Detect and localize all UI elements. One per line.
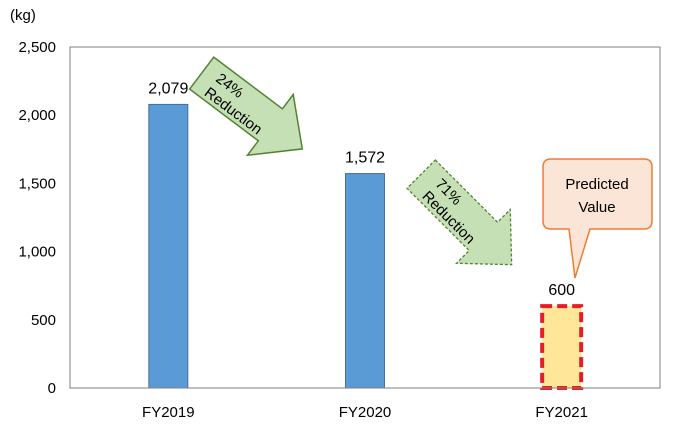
- y-tick-label: 1,500: [18, 175, 56, 192]
- predicted-value-callout: Predicted Value: [542, 158, 653, 279]
- predicted-value-callout-line1: Predicted: [565, 176, 628, 193]
- bar: [148, 103, 189, 389]
- predicted-value-callout-shape: [542, 158, 653, 279]
- y-tick-label: 500: [31, 312, 56, 329]
- unit-label: (kg): [10, 7, 36, 24]
- bars: [148, 103, 584, 390]
- reduction-arrow-1-shape: [188, 56, 304, 157]
- bar: [345, 173, 385, 389]
- data-label: 600: [548, 282, 575, 299]
- reduction-arrow-2-shape: [406, 159, 513, 266]
- y-axis: 0 500 1,000 1,500 2,000 2,500: [18, 39, 56, 397]
- predicted-bar: [540, 304, 584, 390]
- data-labels: 2,079 1,572 600: [148, 80, 575, 299]
- x-tick-label: FY2021: [535, 404, 588, 421]
- plot-frame: [69, 46, 661, 389]
- y-tick-label: 2,500: [18, 39, 56, 56]
- predicted-value-callout-line2: Value: [578, 199, 615, 216]
- x-tick-label: FY2019: [142, 404, 195, 421]
- y-tick-label: 0: [48, 380, 56, 397]
- data-label: 2,079: [148, 80, 188, 97]
- x-axis: FY2019 FY2020 FY2021: [142, 404, 588, 421]
- x-tick-label: FY2020: [339, 404, 392, 421]
- data-label: 1,572: [345, 150, 385, 167]
- reduction-arrow-2: 71% Reduction: [406, 159, 513, 266]
- reduction-arrow-1: 24% Reduction: [188, 56, 304, 157]
- y-tick-label: 2,000: [18, 107, 56, 124]
- y-tick-label: 1,000: [18, 244, 56, 261]
